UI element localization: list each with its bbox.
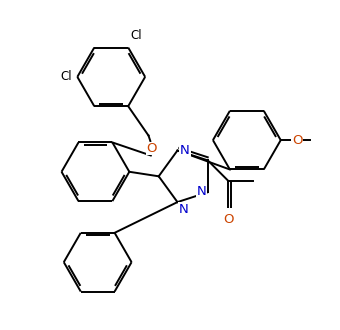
Text: O: O xyxy=(292,134,303,147)
Text: O: O xyxy=(223,213,234,226)
Text: N: N xyxy=(179,203,189,216)
Text: Cl: Cl xyxy=(60,70,72,83)
Text: N: N xyxy=(180,145,190,157)
Text: O: O xyxy=(147,142,157,155)
Text: Cl: Cl xyxy=(131,29,142,42)
Text: N: N xyxy=(197,185,206,198)
